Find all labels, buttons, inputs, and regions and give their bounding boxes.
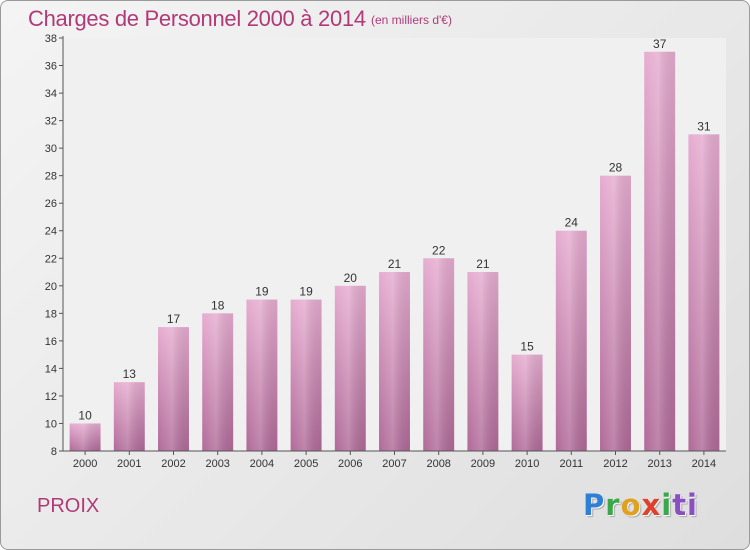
bar-shine [511,354,543,451]
bar-value-label: 22 [432,243,446,257]
bar-value-label: 19 [255,285,269,299]
y-tick-label: 10 [45,418,57,430]
bar-value-label: 19 [299,285,313,299]
bar-value-label: 15 [520,340,534,354]
x-tick-label: 2011 [559,458,583,470]
y-tick-label: 12 [45,391,57,403]
bar-value-label: 18 [211,298,225,312]
y-tick-label: 28 [45,171,57,183]
y-tick-label: 32 [45,116,57,128]
bar-value-label: 21 [388,257,402,271]
chart-subtitle: (en milliers d'€) [371,13,452,27]
bar-shine [158,327,189,451]
bar-shine [69,423,101,451]
chart-title: Charges de Personnel 2000 à 2014 [28,6,366,31]
logo-letter: i [661,488,673,522]
commune-name: PROIX [37,495,100,517]
y-tick-label: 36 [45,61,57,73]
y-tick-label: 22 [45,253,57,265]
y-axis: 8 10 12 14 16 18 20 22 24 26 28 30 32 34 36 38 [45,33,64,458]
x-tick-label: 2010 [515,458,539,470]
bar-value-label: 37 [653,37,667,51]
y-tick-label: 20 [45,281,57,293]
bar-shine [246,299,278,451]
y-tick-label: 38 [45,33,57,45]
y-tick-label: 34 [45,88,57,100]
bar-value-label: 17 [167,312,181,326]
x-tick-label: 2006 [338,458,362,470]
x-tick-label: 2004 [250,458,274,470]
logo-letter: P [583,488,606,522]
y-tick-label: 16 [45,336,57,348]
logo-letter: ti [672,488,698,522]
bar-value-label: 20 [344,271,358,285]
x-tick-label: 2007 [382,458,406,470]
x-tick-label: 2005 [294,458,318,470]
bar-shine [202,313,234,451]
logo-letter: x [641,488,662,522]
x-tick-label: 2009 [471,458,495,470]
bar-shine [600,175,631,451]
x-tick-label: 2002 [161,458,185,470]
x-tick-label: 2013 [647,458,671,470]
bar-shine [290,299,322,451]
y-tick-label: 26 [45,198,57,210]
bar-shine [423,258,455,451]
x-tick-label: 2000 [73,458,97,470]
bar-shine [379,272,410,451]
bar-value-label: 21 [476,257,490,271]
x-tick-label: 2003 [205,458,229,470]
y-tick-label: 8 [51,446,57,458]
y-tick-label: 30 [45,143,57,155]
bar-value-label: 10 [78,408,92,422]
bar-value-label: 31 [697,119,711,133]
bar-shine [113,382,145,451]
bar-shine [555,230,587,451]
x-tick-label: 2008 [426,458,450,470]
bars: 10 13 17 18 19 19 20 21 22 21 15 24 28 37 31 [69,37,720,452]
bar-shine [467,272,499,451]
bar-value-label: 24 [565,216,579,230]
y-tick-label: 18 [45,308,57,320]
y-tick-label: 24 [45,226,57,238]
bar-value-label: 28 [609,161,623,175]
bar-shine [688,134,720,451]
x-tick-label: 2014 [692,458,716,470]
x-axis: 2000 2001 2002 2003 2004 2005 2006 2007 2008 2009… [63,450,726,470]
proxiti-logo: Proxiti [583,488,698,522]
x-tick-label: 2012 [603,458,627,470]
logo-letter: r [605,488,621,522]
logo-letter: o [620,488,642,522]
x-tick-label: 2001 [117,458,141,470]
bar-value-label: 13 [123,367,137,381]
y-tick-label: 14 [45,363,57,375]
bar-shine [644,51,676,452]
bar-shine [334,285,366,451]
